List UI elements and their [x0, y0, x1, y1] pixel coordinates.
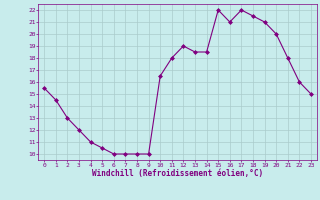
X-axis label: Windchill (Refroidissement éolien,°C): Windchill (Refroidissement éolien,°C) — [92, 169, 263, 178]
